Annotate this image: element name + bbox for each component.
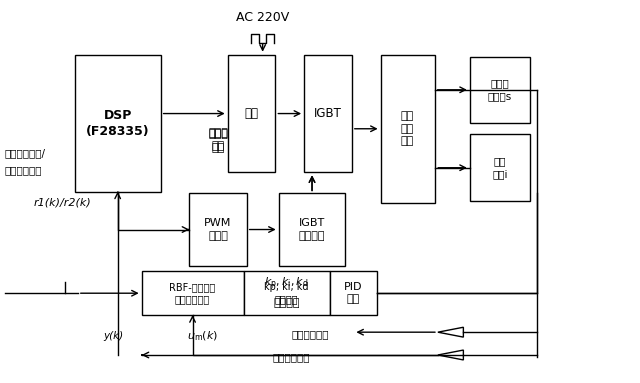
Bar bbox=[470, 57, 531, 123]
Bar bbox=[141, 271, 244, 315]
Text: IGBT: IGBT bbox=[314, 107, 342, 120]
Text: 充放电: 充放电 bbox=[208, 128, 228, 137]
Bar bbox=[304, 55, 352, 172]
Text: 电流检测反馈: 电流检测反馈 bbox=[292, 329, 329, 339]
Bar bbox=[75, 55, 161, 192]
Text: 操动机
构位移s: 操动机 构位移s bbox=[488, 79, 512, 101]
Text: 充放电
控制: 充放电 控制 bbox=[208, 129, 228, 151]
Text: 机构给定位移/: 机构给定位移/ bbox=[4, 149, 45, 159]
Bar bbox=[244, 271, 330, 315]
Text: 控制: 控制 bbox=[211, 143, 225, 153]
Text: $k_{\rm p}, k_{\rm i}, k_{\rm d}$: $k_{\rm p}, k_{\rm i}, k_{\rm d}$ bbox=[264, 275, 309, 292]
Bar bbox=[470, 134, 531, 201]
Text: AC 220V: AC 220V bbox=[236, 11, 289, 24]
Text: kp, ki, kd
参数调节: kp, ki, kd 参数调节 bbox=[264, 282, 308, 304]
Bar bbox=[228, 55, 275, 172]
Text: y(k): y(k) bbox=[103, 331, 123, 341]
Bar bbox=[278, 193, 346, 266]
Text: 参数调节: 参数调节 bbox=[273, 298, 300, 308]
Text: 线圈
电流i: 线圈 电流i bbox=[492, 157, 508, 179]
Bar bbox=[330, 271, 378, 315]
Text: $u_{\rm m}(k)$: $u_{\rm m}(k)$ bbox=[186, 329, 218, 343]
Text: PID
调节: PID 调节 bbox=[344, 282, 363, 304]
Text: RBF-模糊神经
网络算法控制: RBF-模糊神经 网络算法控制 bbox=[170, 282, 216, 304]
Bar bbox=[189, 193, 246, 266]
Text: DSP
(F28335): DSP (F28335) bbox=[86, 108, 150, 137]
Text: 电容: 电容 bbox=[244, 107, 259, 120]
Text: r1(k)/r2(k): r1(k)/r2(k) bbox=[33, 198, 91, 208]
Text: 位置检测反馈: 位置检测反馈 bbox=[273, 352, 310, 362]
Text: 电流数据曲线: 电流数据曲线 bbox=[4, 165, 42, 175]
Text: PWM
发生器: PWM 发生器 bbox=[204, 218, 232, 241]
Bar bbox=[381, 55, 435, 203]
Text: IGBT
驱动电路: IGBT 驱动电路 bbox=[299, 218, 325, 241]
Text: 永磁
操动
机构: 永磁 操动 机构 bbox=[401, 111, 414, 146]
